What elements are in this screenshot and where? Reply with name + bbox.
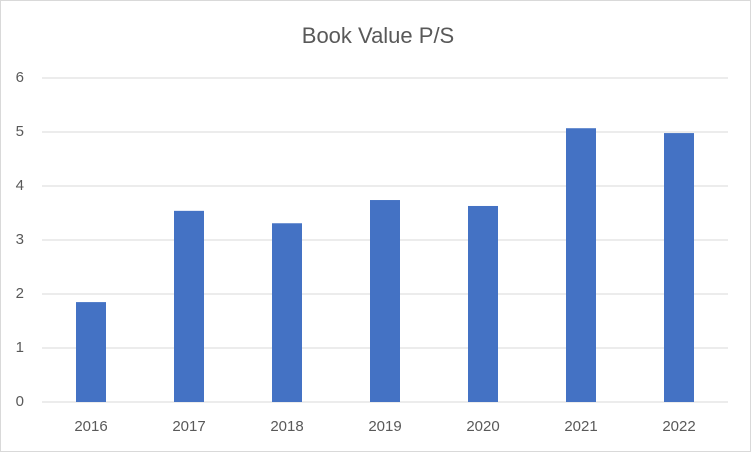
y-tick-label: 5 (16, 123, 24, 140)
y-tick-label: 6 (16, 69, 24, 86)
bar (468, 205, 498, 402)
bar (272, 223, 302, 402)
y-tick-label: 4 (16, 177, 24, 194)
y-tick-label: 2 (16, 285, 24, 302)
bar (664, 133, 694, 402)
bar (566, 128, 596, 402)
x-tick-label: 2021 (564, 418, 597, 435)
y-tick-label: 0 (16, 393, 24, 410)
bar (76, 302, 106, 402)
y-tick-label: 1 (16, 339, 24, 356)
chart-title: Book Value P/S (302, 23, 454, 48)
bar (370, 200, 400, 402)
x-tick-label: 2018 (270, 418, 303, 435)
x-tick-label: 2019 (368, 418, 401, 435)
y-tick-label: 3 (16, 231, 24, 248)
x-tick-label: 2022 (662, 418, 695, 435)
x-tick-label: 2020 (466, 418, 499, 435)
x-tick-label: 2016 (74, 418, 107, 435)
bar (174, 210, 204, 402)
x-tick-label: 2017 (172, 418, 205, 435)
